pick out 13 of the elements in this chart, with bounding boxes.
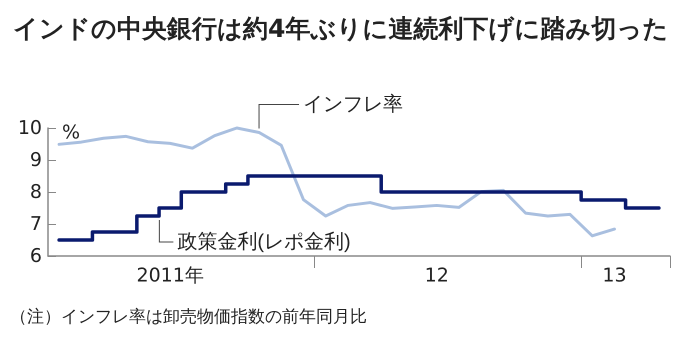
y-tick-label: 6 (30, 245, 42, 267)
x-tick-label: 13 (602, 264, 627, 286)
series-label: 政策金利(レポ金利) (177, 231, 351, 253)
text: （注）インフレ率は卸売物価指数の前年同月比 (10, 307, 367, 326)
x-tick-label: 2011年 (136, 264, 204, 286)
y-tick-label: 7 (30, 213, 42, 235)
series-label: インフレ率 (303, 93, 404, 116)
x-tick-label: 12 (424, 264, 449, 286)
y-tick-label: 10 (18, 117, 42, 139)
y-tick-label: 9 (30, 149, 42, 171)
y-axis-title: % (62, 122, 80, 144)
chart-title: インドの中央銀行は約4年ぶりに連続利下げに踏み切った (13, 14, 668, 43)
y-tick-label: 8 (30, 181, 42, 203)
